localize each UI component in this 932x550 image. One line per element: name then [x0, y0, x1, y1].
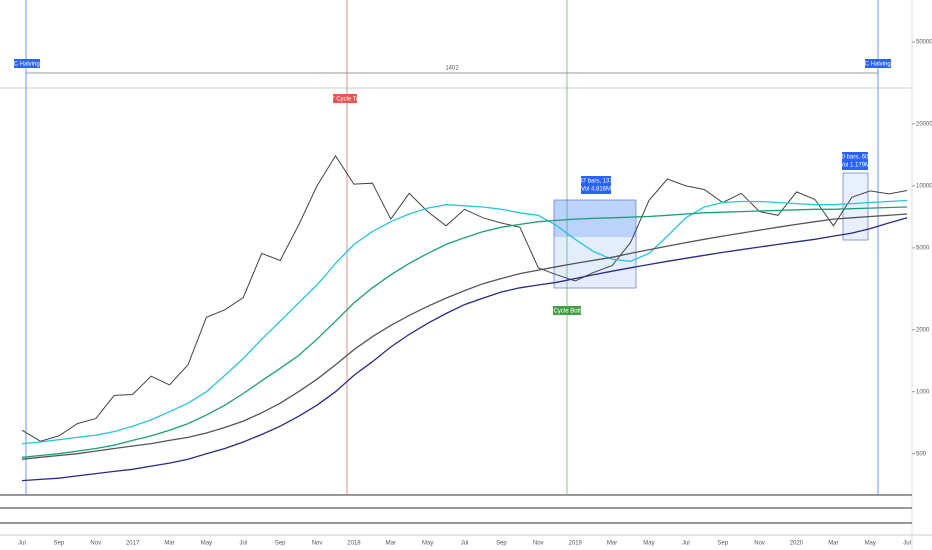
x-tick-label: Jul	[239, 541, 247, 547]
annotation: BTC Halving 03	[6, 62, 49, 68]
x-tick-label: Jul	[461, 541, 469, 547]
range-box	[553, 199, 637, 289]
range-box	[842, 172, 869, 241]
x-tick-label: Sep	[496, 541, 507, 547]
x-tick-label: May	[422, 541, 433, 547]
x-tick-label: 2020	[790, 541, 804, 547]
x-tick-label: 2019	[569, 541, 583, 547]
annotation: BTC Halving 04	[857, 62, 900, 68]
label-box	[14, 59, 40, 68]
annotation: 137 bars, 137d	[576, 179, 616, 185]
annotation: 4Y Cycle Bottom	[545, 309, 590, 315]
series-line	[21, 217, 908, 482]
annotation: 4Y Cycle Top	[327, 97, 363, 103]
x-tick-label: Jul	[18, 541, 26, 547]
annotation: 1402	[445, 66, 459, 72]
x-tick-label: Nov	[90, 541, 101, 547]
x-tick-label: 2017	[126, 541, 140, 547]
label-box	[553, 306, 581, 315]
x-tick-label: Mar	[828, 541, 838, 547]
series-line	[21, 206, 908, 458]
x-tick-label: Mar	[607, 541, 617, 547]
annotation: Vol 1.179M	[840, 163, 870, 169]
series-line	[21, 199, 908, 445]
x-tick-label: 2018	[347, 541, 361, 547]
y-tick-label: 10000	[916, 183, 932, 189]
x-tick-label: May	[643, 541, 654, 547]
y-tick-label: 20000	[916, 122, 932, 128]
y-tick-label: 5000	[916, 245, 930, 251]
x-tick-label: Mar	[386, 541, 396, 547]
series-line	[21, 213, 908, 460]
label-box	[581, 176, 611, 194]
x-tick-label: Nov	[533, 541, 544, 547]
y-tick-label: 1000	[916, 389, 930, 395]
y-tick-label: 500	[916, 451, 927, 457]
x-tick-label: Nov	[312, 541, 323, 547]
x-tick-label: Sep	[717, 541, 728, 547]
label-box	[865, 59, 891, 68]
x-tick-label: Nov	[754, 541, 765, 547]
x-tick-label: May	[201, 541, 212, 547]
x-tick-label: Mar	[164, 541, 174, 547]
x-tick-label: Sep	[54, 541, 65, 547]
x-tick-label: Jul	[682, 541, 690, 547]
x-tick-label: Jul	[903, 541, 911, 547]
x-tick-label: May	[865, 541, 876, 547]
annotation: Vol 4.816M	[581, 187, 611, 193]
x-tick-label: Sep	[275, 541, 286, 547]
y-tick-label: 2000	[916, 327, 930, 333]
annotation: 60 bars, 60d	[838, 155, 871, 161]
label-box	[333, 94, 357, 103]
y-tick-label: 50000	[916, 40, 932, 46]
label-box	[842, 152, 868, 170]
